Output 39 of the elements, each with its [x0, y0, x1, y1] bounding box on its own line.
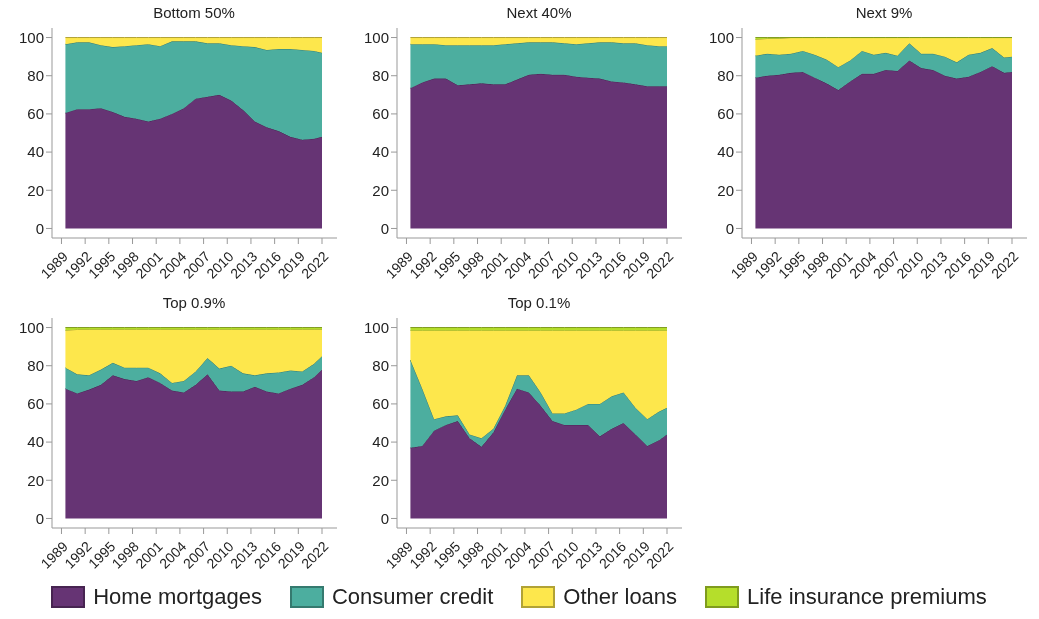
y-tick-label: 60 — [27, 395, 44, 413]
y-tick-label: 0 — [35, 509, 44, 527]
y-tick-label: 100 — [18, 318, 44, 336]
y-tick-label: 60 — [717, 105, 734, 123]
chart-title: Bottom 50% — [152, 4, 236, 21]
y-tick-label: 0 — [35, 219, 44, 237]
y-tick-label: 60 — [372, 105, 389, 123]
y-tick-label: 20 — [372, 471, 389, 489]
y-tick-label: 100 — [363, 318, 389, 336]
y-tick-label: 80 — [372, 357, 389, 375]
y-tick-label: 100 — [18, 28, 44, 46]
chart-title: Next 9% — [854, 4, 914, 21]
y-tick-label: 60 — [27, 105, 44, 123]
chart-title: Next 40% — [505, 4, 573, 21]
y-tick-label: 60 — [372, 395, 389, 413]
y-tick-label: 80 — [27, 67, 44, 85]
y-tick-label: 100 — [363, 28, 389, 46]
chart-title: Top 0.9% — [161, 294, 227, 311]
y-tick-label: 20 — [717, 181, 734, 199]
y-tick-label: 40 — [372, 433, 389, 451]
y-tick-label: 0 — [380, 509, 389, 527]
y-tick-label: 20 — [372, 181, 389, 199]
y-tick-label: 40 — [717, 143, 734, 161]
legend-label: Consumer credit — [331, 584, 494, 610]
y-tick-label: 20 — [27, 471, 44, 489]
legend-label: Other loans — [563, 584, 678, 610]
y-tick-label: 80 — [27, 357, 44, 375]
y-tick-label: 40 — [27, 143, 44, 161]
y-tick-label: 80 — [372, 67, 389, 85]
chart-title: Top 0.1% — [506, 294, 572, 311]
y-tick-label: 40 — [27, 433, 44, 451]
y-tick-label: 0 — [380, 219, 389, 237]
legend-label: Home mortgages — [93, 584, 262, 610]
legend-label: Life insurance premiums — [747, 584, 987, 610]
y-tick-label: 0 — [725, 219, 734, 237]
y-tick-label: 80 — [717, 67, 734, 85]
y-tick-label: 20 — [27, 181, 44, 199]
y-tick-label: 100 — [708, 28, 734, 46]
y-tick-label: 40 — [372, 143, 389, 161]
